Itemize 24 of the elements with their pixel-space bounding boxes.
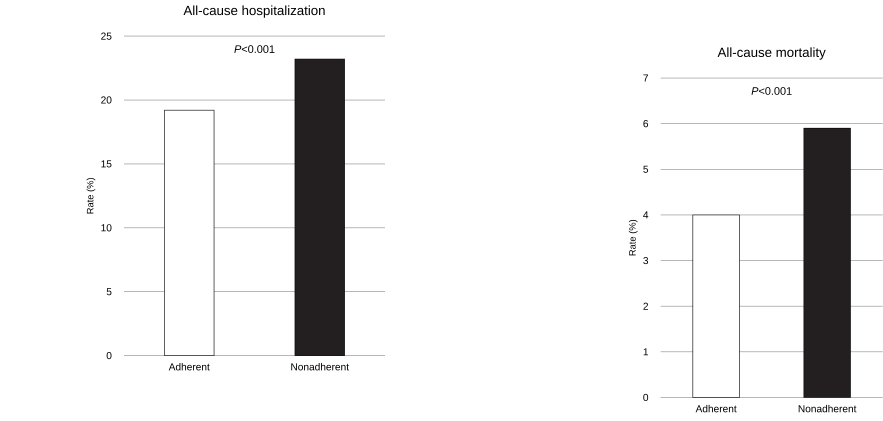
- y-tick-label: 4: [643, 212, 648, 219]
- y-axis-title: Rate (%): [628, 220, 638, 256]
- chart-title: All-cause hospitalization: [183, 6, 325, 18]
- y-tick-label: 5: [106, 288, 112, 296]
- y-tick-label: 7: [643, 74, 648, 82]
- y-tick-label: 5: [643, 166, 648, 173]
- y-tick-label: 15: [101, 160, 112, 168]
- y-tick-label: 2: [643, 302, 648, 310]
- chart-title: All-cause mortality: [718, 47, 826, 60]
- x-tick-label: Adherent: [168, 363, 210, 371]
- y-tick-label: 20: [101, 96, 112, 104]
- y-tick-label: 3: [643, 257, 648, 264]
- y-tick-label: 6: [643, 120, 648, 128]
- y-tick-label: 0: [643, 394, 648, 402]
- y-tick-label: 25: [101, 32, 112, 40]
- y-tick-label: 1: [644, 348, 648, 356]
- y-tick-label: 10: [101, 224, 112, 232]
- x-tick-label: Adherent: [696, 405, 737, 412]
- x-tick-label: Nonadherent: [798, 405, 856, 412]
- annotation: P<0.001: [234, 45, 274, 54]
- y-tick-label: 0: [106, 352, 112, 360]
- y-axis-title: Rate (%): [86, 178, 96, 214]
- annotation: P<0.001: [752, 87, 792, 96]
- x-tick-label: Nonadherent: [291, 363, 349, 371]
